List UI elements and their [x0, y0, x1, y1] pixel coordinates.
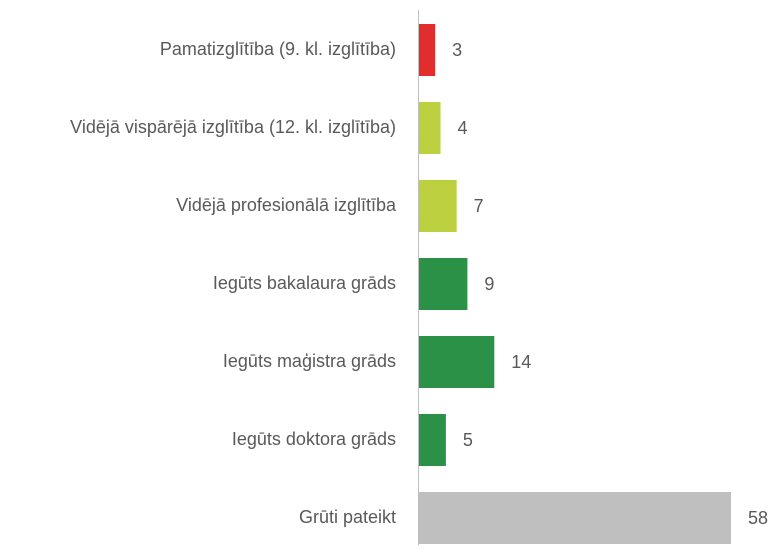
category-label: Iegūts maģistra grāds: [223, 351, 396, 371]
bar: [419, 102, 441, 154]
value-label: 9: [484, 274, 494, 294]
bar: [419, 414, 446, 466]
bar: [419, 24, 436, 76]
bar: [419, 180, 457, 232]
category-label: Vidējā profesionālā izglītība: [176, 195, 397, 215]
bar: [419, 258, 468, 310]
category-label: Grūti pateikt: [299, 507, 396, 527]
value-label: 4: [458, 118, 468, 138]
category-label: Pamatizglītība (9. kl. izglītība): [160, 39, 396, 59]
value-label: 7: [474, 196, 484, 216]
category-label: Iegūts doktora grāds: [232, 429, 396, 449]
category-label: Iegūts bakalaura grāds: [213, 273, 396, 293]
bar: [419, 492, 731, 544]
value-label: 14: [511, 352, 531, 372]
category-label: Vidējā vispārējā izglītība (12. kl. izgl…: [70, 117, 396, 137]
value-label: 5: [463, 430, 473, 450]
bar: [419, 336, 495, 388]
value-label: 3: [452, 40, 462, 60]
value-label: 58: [748, 508, 768, 528]
